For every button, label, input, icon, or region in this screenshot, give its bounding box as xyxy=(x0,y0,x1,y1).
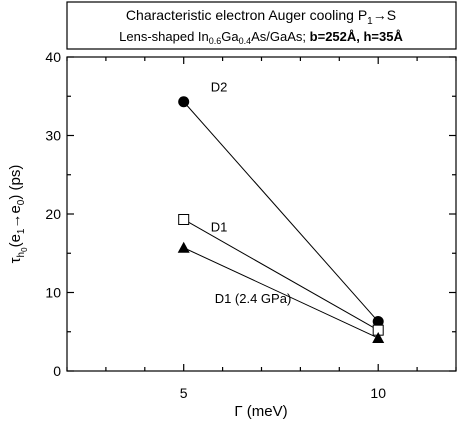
series-label-3: D1 (2.4 GPa) xyxy=(215,291,292,306)
data-point-circle xyxy=(372,316,384,328)
series-line-2 xyxy=(183,219,379,331)
axis-tick-labels: 0 10 20 30 40 5 10 xyxy=(45,49,386,401)
y-tick-label: 40 xyxy=(45,49,61,65)
title-line-2: Lens-shaped In0.6Ga0.4As/GaAs; b=252Å, h… xyxy=(119,29,403,46)
y-tick-label: 20 xyxy=(45,206,61,222)
series-lines xyxy=(183,101,379,339)
y-tick-label: 10 xyxy=(45,285,61,301)
series-line-1 xyxy=(183,101,379,322)
plot-frame xyxy=(66,56,457,372)
title-box-frame xyxy=(66,1,457,50)
y-tick-label: 0 xyxy=(53,363,61,379)
x-axis-label: Γ (meV) xyxy=(234,403,287,420)
x-tick-label: 5 xyxy=(180,385,188,401)
series-markers xyxy=(177,96,385,344)
title-box: Characteristic electron Auger cooling P1… xyxy=(66,1,457,50)
data-point-triangle xyxy=(372,332,385,344)
y-tick-label: 30 xyxy=(45,128,61,144)
series-labels: D2 D1 D1 (2.4 GPa) xyxy=(211,80,292,306)
data-point-square xyxy=(178,213,190,225)
y-axis-label: τh0(e1→e0) (ps) xyxy=(7,165,29,264)
axis-ticks xyxy=(66,56,457,372)
data-point-triangle xyxy=(177,241,190,253)
title-line-1: Characteristic electron Auger cooling P1… xyxy=(126,7,396,27)
series-label-2: D1 xyxy=(211,219,228,234)
series-label-1: D2 xyxy=(211,80,228,95)
x-tick-label: 10 xyxy=(370,385,386,401)
series-line-3 xyxy=(183,247,379,339)
data-point-circle xyxy=(178,96,190,108)
